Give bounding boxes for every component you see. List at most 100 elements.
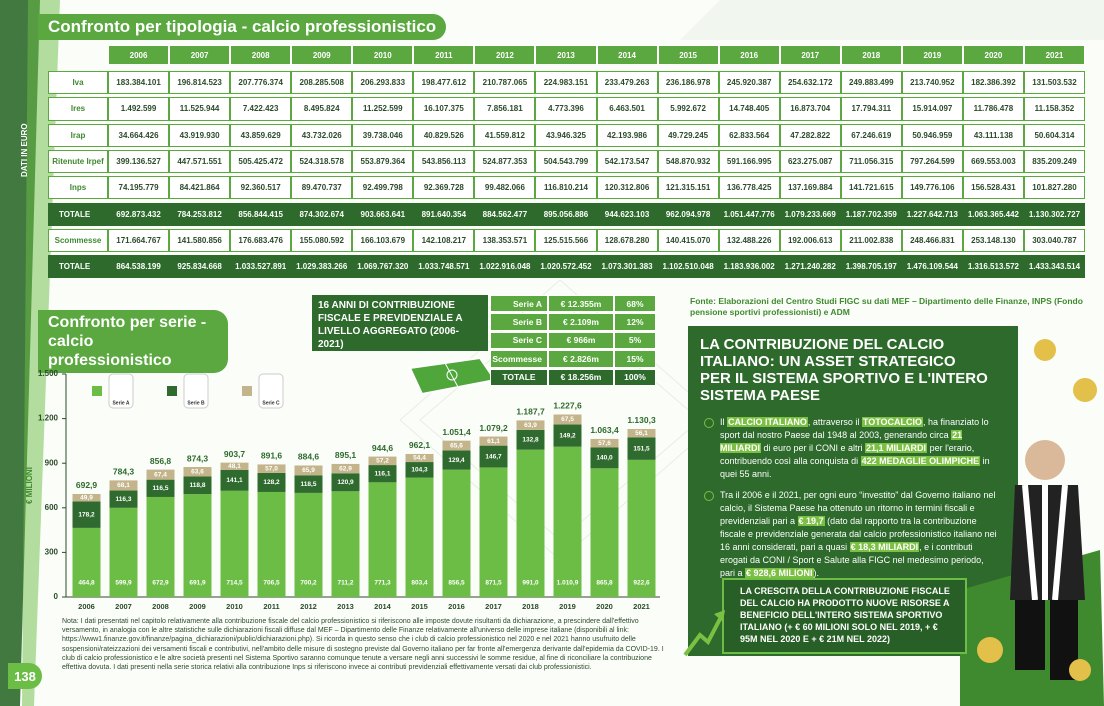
summary-label: TOTALE <box>490 368 548 386</box>
table-cell: 11.525.944 <box>169 97 231 121</box>
highlight: € 18,3 MILIARDI <box>849 542 920 552</box>
value-label: 129,4 <box>448 457 465 464</box>
row-label: Ires <box>48 97 108 121</box>
text: , attraverso il <box>807 417 862 427</box>
table-cell: 43.859.629 <box>230 123 292 147</box>
row-label: Inps <box>48 176 108 200</box>
total-label: 1.227,6 <box>553 401 582 411</box>
value-label: 63,6 <box>191 468 204 475</box>
table-cell: 1.433.343.514 <box>1023 255 1085 279</box>
table-cell: 14.748.405 <box>718 97 780 121</box>
x-tick-label: 2015 <box>411 602 428 611</box>
bar-segment <box>405 453 434 463</box>
table-cell: 101.827.280 <box>1023 176 1085 200</box>
text: di euro per il CONI e altri <box>761 443 866 453</box>
table-cell: 6.463.501 <box>596 97 658 121</box>
value-label: 178,2 <box>78 511 95 518</box>
x-tick-label: 2013 <box>337 602 354 611</box>
year-header: 2015 <box>657 45 719 65</box>
table-cell: 236.186.978 <box>657 71 719 95</box>
total-label: 962,1 <box>409 440 431 450</box>
table-cell: 254.632.172 <box>779 71 841 95</box>
table-cell: 210.787.065 <box>474 71 536 95</box>
value-label: 120,9 <box>337 479 354 486</box>
total-label: 1.051,4 <box>442 427 471 437</box>
table-cell: 62.833.564 <box>718 123 780 147</box>
table-cell: 11.786.478 <box>962 97 1024 121</box>
value-label: 132,8 <box>522 437 539 444</box>
text: Il <box>720 417 728 427</box>
x-tick-label: 2014 <box>374 602 392 611</box>
bar-segment <box>109 507 138 597</box>
table-cell: 1.073.301.383 <box>596 255 658 279</box>
table-cell: 11.158.352 <box>1023 97 1085 121</box>
chart-title: Confronto per serie - calcio professioni… <box>38 310 228 373</box>
table-cell: 542.173.547 <box>596 149 658 174</box>
table-cell: 120.312.806 <box>596 176 658 200</box>
bar-segment <box>294 465 323 476</box>
table-cell: 192.006.613 <box>779 228 841 253</box>
table-cell: 74.195.779 <box>108 176 170 200</box>
bar-segment <box>516 429 545 450</box>
bar-segment <box>405 462 434 478</box>
y-tick-label: 1.200 <box>38 414 59 423</box>
value-label: 57,6 <box>598 440 611 447</box>
table-cell: 43.946.325 <box>535 123 597 147</box>
table-cell: 891.640.354 <box>413 202 475 226</box>
year-header: 2012 <box>474 45 536 65</box>
table-cell: 166.103.679 <box>352 228 414 253</box>
table-cell: 1.316.513.572 <box>962 255 1024 279</box>
value-label: 48,1 <box>228 463 241 470</box>
total-label: 784,3 <box>113 467 135 477</box>
table-cell: 7.856.181 <box>474 97 536 121</box>
summary-share: 68% <box>614 295 656 313</box>
value-label: 700,2 <box>300 580 317 587</box>
total-label: 895,1 <box>335 450 357 460</box>
table-cell: 249.883.499 <box>840 71 902 95</box>
table-cell: 874.302.674 <box>291 202 353 226</box>
bar-segment <box>72 501 101 528</box>
value-label: 1.010,9 <box>557 580 579 587</box>
x-tick-label: 2016 <box>448 602 465 611</box>
table-cell: 903.663.641 <box>352 202 414 226</box>
legend-label: Serie A <box>112 400 129 406</box>
x-tick-label: 2017 <box>485 602 502 611</box>
value-label: 691,9 <box>189 580 206 587</box>
row-label: Scommesse <box>48 228 108 253</box>
table-cell: 213.740.952 <box>901 71 963 95</box>
table-cell: 1.022.916.048 <box>474 255 536 279</box>
legend-logo <box>108 373 134 409</box>
value-label: 146,7 <box>485 453 502 460</box>
value-label: 49,9 <box>80 494 93 501</box>
bar-segment <box>553 424 582 447</box>
table-cell: 797.264.599 <box>901 149 963 174</box>
table-cell: 121.315.151 <box>657 176 719 200</box>
table-cell: 176.683.476 <box>230 228 292 253</box>
table-cell: 16.873.704 <box>779 97 841 121</box>
legend-logo <box>258 373 284 409</box>
x-tick-label: 2019 <box>559 602 576 611</box>
total-label: 874,3 <box>187 453 209 463</box>
table-cell: 207.776.374 <box>230 71 292 95</box>
bar-segment <box>331 463 360 474</box>
value-label: 57,0 <box>265 465 278 472</box>
data-table: 2006 2007 2008 2009 2010 2011 2012 2013 2014 2015… <box>48 45 1085 279</box>
highlight: TOTOCALCIO <box>861 417 924 427</box>
year-header: 2011 <box>413 45 475 65</box>
field-illustration <box>408 356 497 396</box>
highlight: € 19,7 <box>797 516 825 526</box>
bar-segment <box>183 467 212 477</box>
legend-logo <box>183 373 209 409</box>
year-header: 2009 <box>291 45 353 65</box>
highlight: 21,1 MILIARDI <box>865 443 928 453</box>
table-cell: 40.829.526 <box>413 123 475 147</box>
table-cell: 142.108.217 <box>413 228 475 253</box>
growth-arrow <box>683 610 725 657</box>
bar-segment <box>516 449 545 597</box>
value-label: 116,5 <box>153 485 169 492</box>
table-cell: 925.834.668 <box>169 255 231 279</box>
table-cell: 43.919.930 <box>169 123 231 147</box>
bar-segment <box>146 469 175 480</box>
total-label: 944,6 <box>372 443 394 453</box>
x-tick-label: 2020 <box>596 602 613 611</box>
